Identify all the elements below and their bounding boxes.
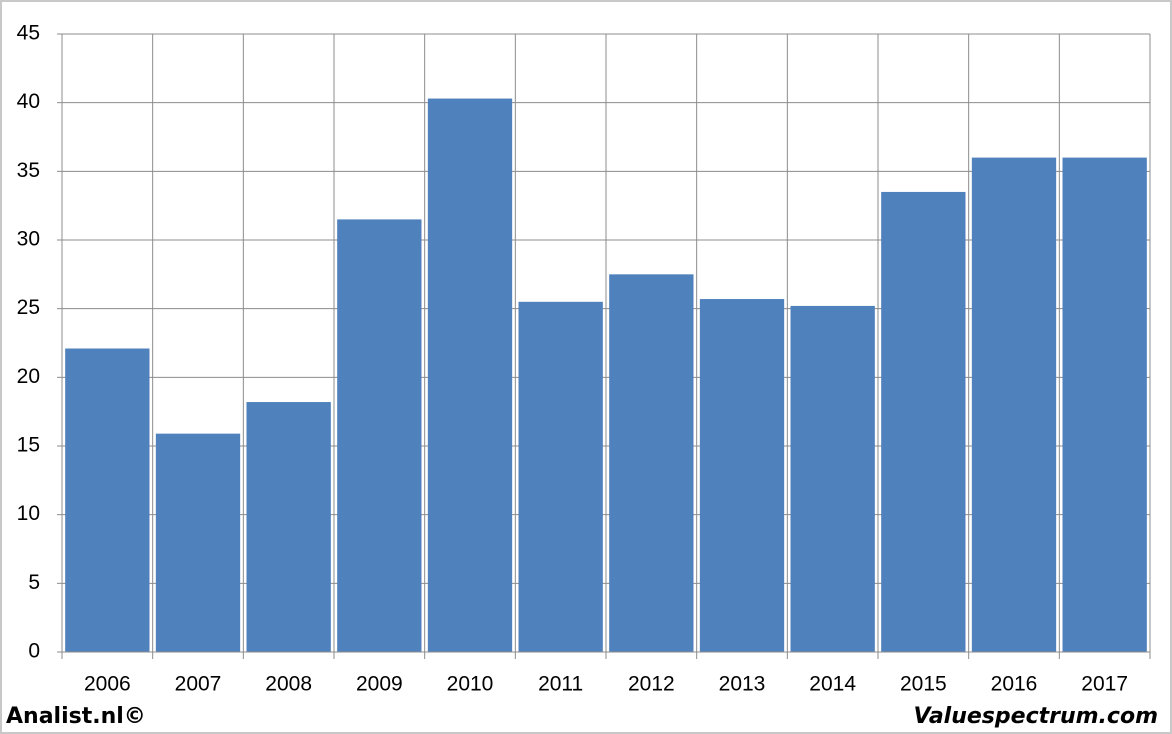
bar — [65, 348, 150, 652]
bar — [246, 402, 331, 652]
y-tick-label: 25 — [17, 296, 40, 319]
x-tick-label: 2009 — [356, 673, 403, 696]
footer-left: Analist.nl© — [6, 704, 146, 729]
bar — [609, 274, 694, 652]
y-tick-label: 20 — [17, 365, 40, 388]
x-tick-label: 2011 — [538, 673, 583, 696]
bar — [337, 219, 422, 652]
y-tick-label: 40 — [17, 90, 40, 113]
y-tick-label: 15 — [17, 434, 40, 457]
x-tick-label: 2008 — [265, 673, 312, 696]
x-tick-label: 2010 — [447, 673, 494, 696]
y-tick-label: 45 — [17, 22, 40, 45]
y-tick-label: 10 — [17, 502, 40, 525]
bar — [155, 433, 241, 652]
x-tick-label: 2016 — [991, 673, 1038, 696]
x-tick-label: 2013 — [719, 673, 766, 696]
bar — [427, 98, 513, 652]
x-tick-label: 2014 — [809, 673, 856, 696]
bar — [881, 191, 966, 652]
x-tick-label: 2006 — [84, 673, 131, 696]
x-tick-label: 2007 — [175, 673, 222, 696]
footer-right: Valuespectrum.com — [914, 704, 1158, 729]
bar — [790, 305, 875, 652]
y-tick-label: 0 — [28, 640, 40, 663]
y-tick-label: 5 — [28, 571, 40, 594]
x-tick-label: 2012 — [628, 673, 675, 696]
bar — [518, 301, 603, 652]
y-tick-label: 35 — [17, 159, 40, 182]
y-tick-label: 30 — [17, 228, 40, 251]
bar — [971, 157, 1057, 652]
bar — [699, 299, 785, 652]
bar — [1062, 157, 1147, 652]
x-tick-label: 2015 — [900, 673, 947, 696]
x-tick-label: 2017 — [1081, 673, 1128, 696]
